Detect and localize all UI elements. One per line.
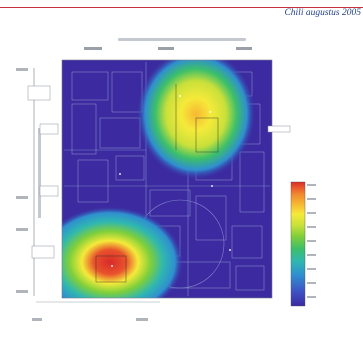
left-label-4 bbox=[16, 290, 28, 293]
column-marker-right bbox=[236, 47, 252, 50]
colorbar bbox=[290, 181, 306, 307]
column-marker-left bbox=[84, 47, 102, 50]
map-annotations bbox=[27, 85, 291, 259]
hotspot-upper bbox=[136, 60, 256, 180]
map-frame bbox=[61, 59, 273, 299]
bottom-label-left bbox=[32, 318, 42, 321]
left-label-3 bbox=[16, 228, 28, 231]
document-header: Chili augustus 2005 bbox=[284, 8, 361, 18]
hotspot-lower-left bbox=[62, 206, 184, 298]
column-marker-middle bbox=[158, 47, 174, 50]
left-label-2 bbox=[16, 196, 28, 199]
left-axis-label-placeholder bbox=[38, 128, 41, 218]
left-label-1 bbox=[16, 68, 28, 71]
colorbar-ticks bbox=[307, 184, 316, 298]
heatmap-map bbox=[62, 60, 272, 298]
header-rule bbox=[0, 7, 363, 8]
figure-title-placeholder bbox=[118, 38, 246, 41]
bottom-label-right bbox=[136, 318, 148, 321]
